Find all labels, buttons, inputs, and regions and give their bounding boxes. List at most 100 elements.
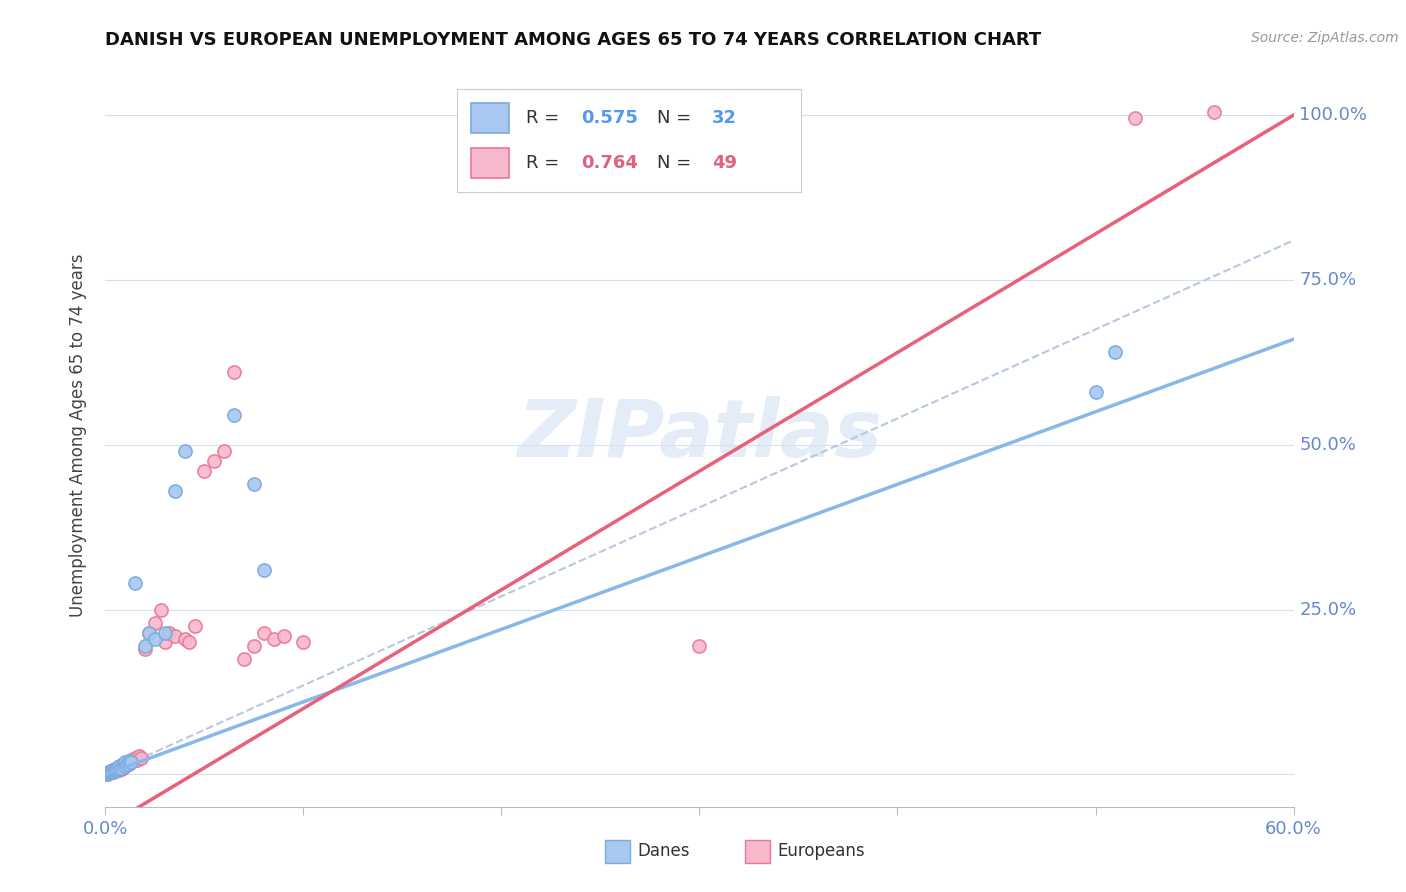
- Point: [100, 764, 122, 778]
- Point: [224, 408, 246, 422]
- Text: N =: N =: [657, 154, 697, 172]
- Text: Europeans: Europeans: [778, 842, 865, 860]
- Point: [104, 762, 127, 776]
- Point: [98, 766, 121, 780]
- Point: [173, 444, 195, 458]
- Point: [134, 639, 156, 653]
- Text: 100.0%: 100.0%: [1299, 106, 1368, 124]
- Point: [104, 764, 127, 778]
- Point: [149, 602, 172, 616]
- Point: [100, 764, 122, 778]
- Point: [1123, 112, 1146, 126]
- Text: 49: 49: [711, 154, 737, 172]
- Point: [193, 464, 215, 478]
- Point: [224, 365, 246, 379]
- Point: [115, 757, 138, 772]
- Point: [120, 753, 142, 767]
- Point: [292, 635, 315, 649]
- Point: [110, 762, 132, 776]
- Point: [253, 625, 276, 640]
- Point: [233, 652, 256, 666]
- Point: [163, 483, 186, 498]
- Point: [1204, 104, 1226, 119]
- Text: R =: R =: [526, 154, 565, 172]
- Point: [103, 764, 125, 779]
- Point: [143, 615, 166, 630]
- Point: [105, 761, 128, 775]
- Point: [96, 766, 118, 780]
- Point: [108, 762, 131, 776]
- Point: [202, 454, 225, 468]
- Point: [103, 764, 125, 779]
- Point: [243, 477, 266, 491]
- Point: [114, 759, 136, 773]
- Point: [153, 625, 176, 640]
- Point: [1104, 345, 1126, 359]
- Point: [110, 759, 132, 773]
- Text: Source: ZipAtlas.com: Source: ZipAtlas.com: [1251, 31, 1399, 45]
- Point: [115, 756, 138, 770]
- Point: [138, 625, 160, 640]
- Text: 0.575: 0.575: [581, 109, 638, 127]
- Text: 75.0%: 75.0%: [1299, 271, 1357, 289]
- FancyBboxPatch shape: [471, 148, 509, 178]
- Point: [110, 761, 132, 775]
- Point: [138, 625, 160, 640]
- Point: [112, 757, 135, 772]
- Point: [122, 754, 145, 768]
- Point: [104, 762, 127, 776]
- Point: [129, 751, 152, 765]
- Point: [100, 765, 122, 780]
- Point: [98, 764, 121, 779]
- Point: [214, 444, 236, 458]
- Point: [263, 632, 285, 647]
- Point: [689, 639, 711, 653]
- Point: [114, 756, 136, 770]
- Point: [163, 629, 186, 643]
- Text: N =: N =: [657, 109, 697, 127]
- Point: [243, 639, 266, 653]
- Point: [105, 764, 128, 778]
- Point: [112, 761, 135, 775]
- Point: [114, 757, 136, 772]
- Point: [157, 625, 180, 640]
- Point: [134, 642, 156, 657]
- Point: [108, 763, 131, 777]
- Point: [105, 764, 128, 778]
- Point: [127, 753, 149, 767]
- Text: 32: 32: [711, 109, 737, 127]
- Point: [108, 761, 131, 775]
- Point: [103, 764, 125, 778]
- Point: [103, 764, 125, 778]
- Point: [177, 635, 200, 649]
- Point: [120, 756, 142, 770]
- Point: [104, 764, 127, 778]
- Y-axis label: Unemployment Among Ages 65 to 74 years: Unemployment Among Ages 65 to 74 years: [69, 253, 87, 616]
- Point: [253, 563, 276, 577]
- Point: [108, 759, 131, 773]
- Point: [153, 635, 176, 649]
- Text: 25.0%: 25.0%: [1299, 600, 1357, 618]
- Point: [273, 629, 295, 643]
- Point: [173, 632, 195, 647]
- Point: [128, 748, 150, 763]
- Text: Danes: Danes: [637, 842, 689, 860]
- Point: [124, 751, 146, 765]
- Point: [96, 766, 118, 780]
- Point: [1084, 384, 1107, 399]
- Point: [118, 754, 141, 768]
- Text: 50.0%: 50.0%: [1299, 435, 1357, 454]
- Point: [114, 759, 136, 773]
- Point: [100, 765, 122, 780]
- Text: 0.764: 0.764: [581, 154, 638, 172]
- Text: R =: R =: [526, 109, 565, 127]
- Text: DANISH VS EUROPEAN UNEMPLOYMENT AMONG AGES 65 TO 74 YEARS CORRELATION CHART: DANISH VS EUROPEAN UNEMPLOYMENT AMONG AG…: [105, 31, 1042, 49]
- Text: ZIPatlas: ZIPatlas: [517, 396, 882, 474]
- Point: [124, 576, 146, 591]
- Point: [96, 766, 118, 780]
- Point: [118, 757, 141, 772]
- Point: [143, 632, 166, 647]
- Point: [98, 766, 121, 780]
- Point: [183, 619, 205, 633]
- Point: [98, 765, 121, 780]
